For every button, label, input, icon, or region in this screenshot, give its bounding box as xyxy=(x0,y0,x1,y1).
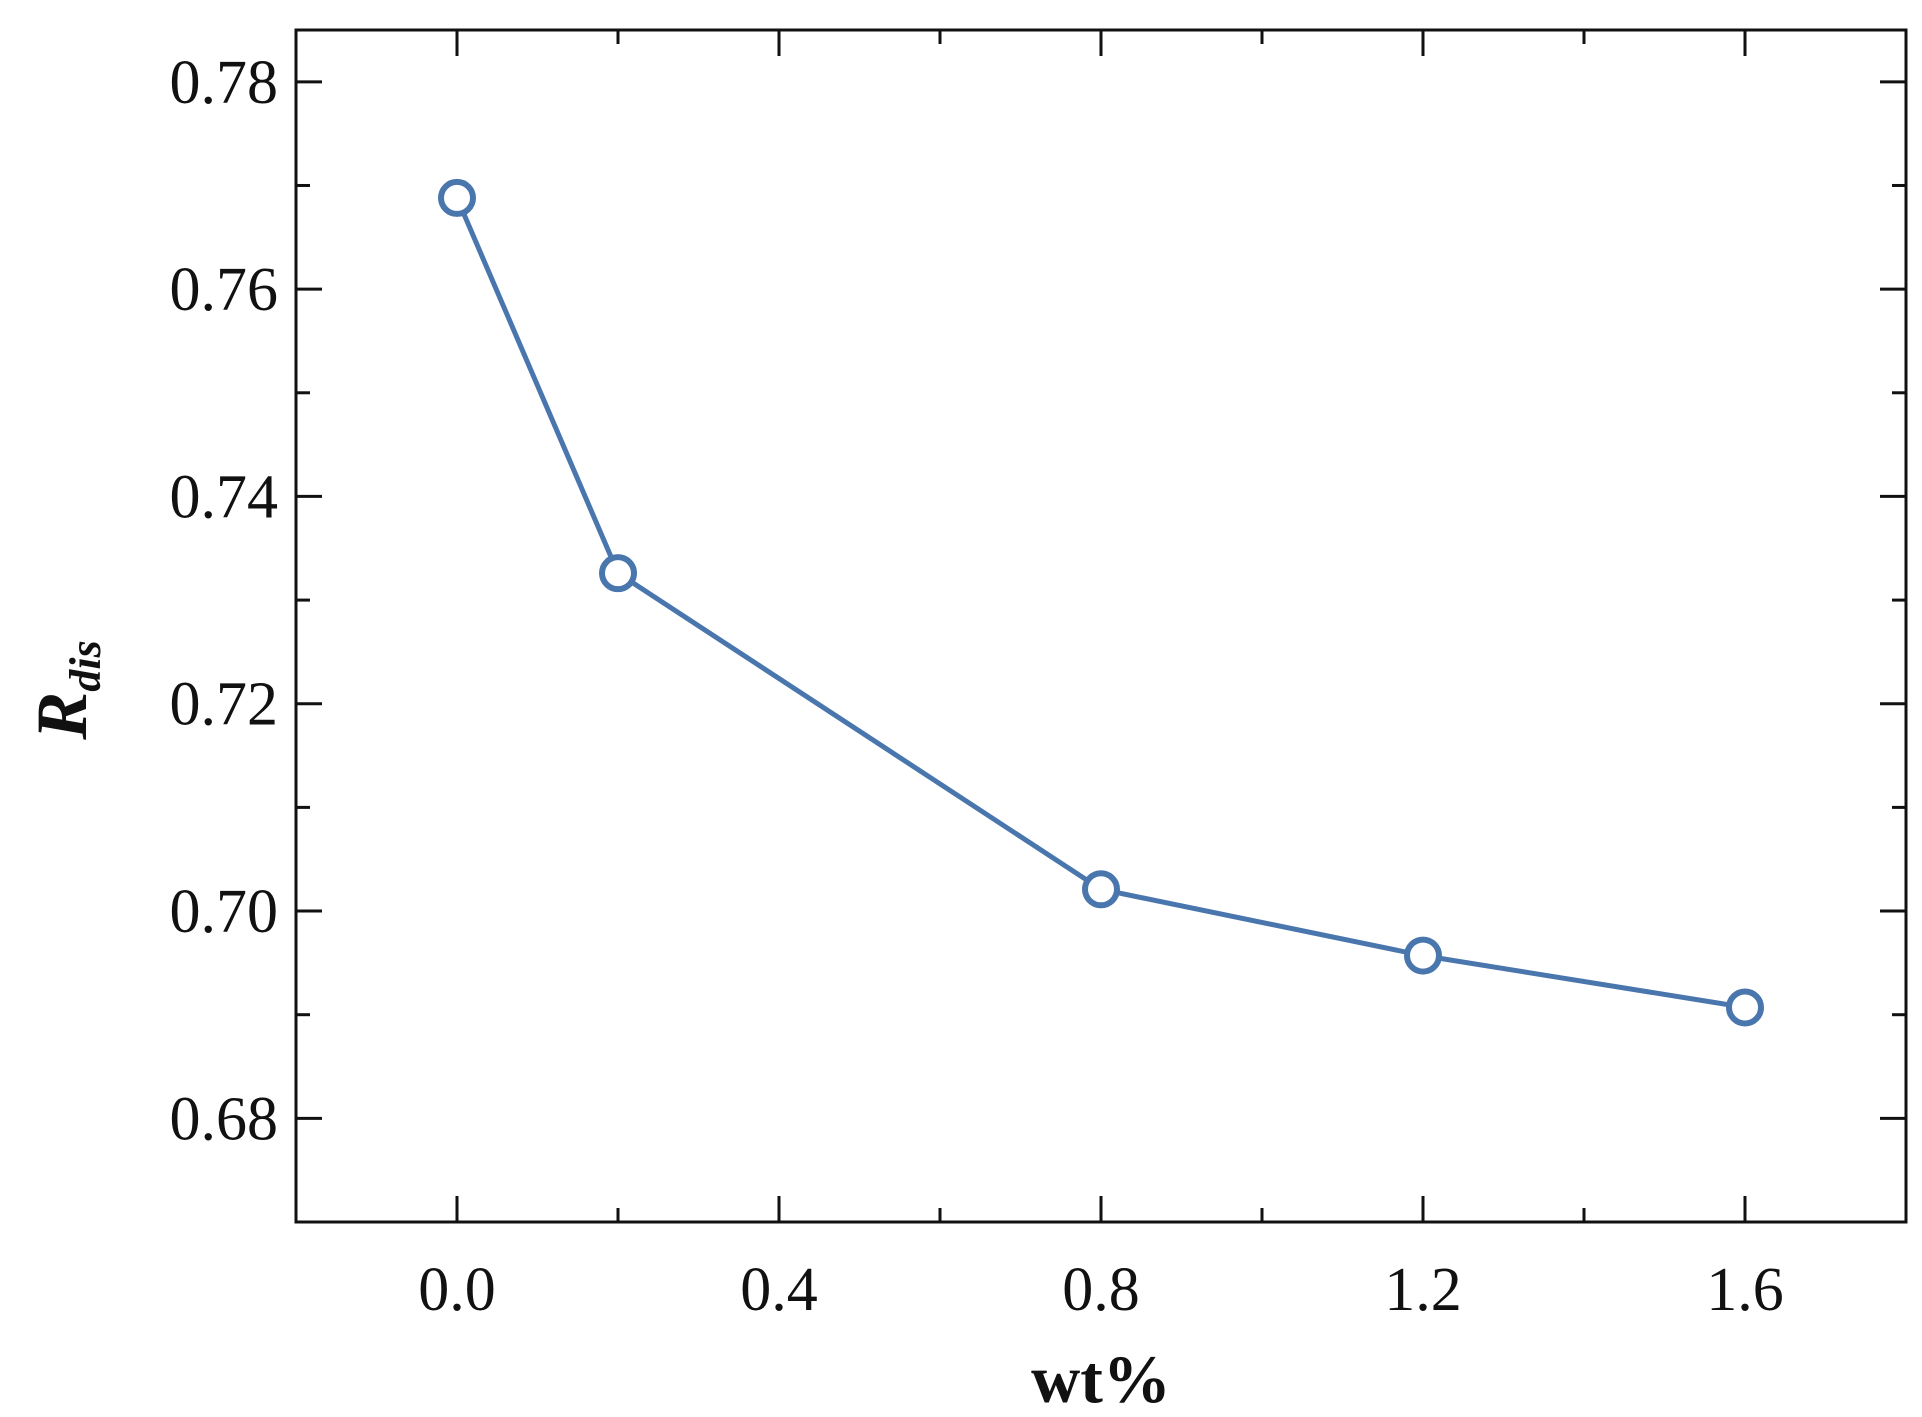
y-tick-label: 0.76 xyxy=(170,256,279,324)
data-point xyxy=(1082,870,1120,909)
y-axis-title-main: R xyxy=(22,692,102,741)
series-layer xyxy=(438,178,1764,1027)
y-axis-title: Rdis xyxy=(22,640,110,740)
x-axis-title: wt% xyxy=(1031,1341,1171,1417)
y-axis-title-subscript: dis xyxy=(61,640,110,691)
x-tick-label: 0.4 xyxy=(740,1256,818,1324)
x-ticks: 0.0 0.4 0.8 1.2 1.6 xyxy=(294,30,1784,1324)
x-tick-label: 0.8 xyxy=(1062,1256,1140,1324)
data-point xyxy=(599,554,637,593)
y-ticks: 0.68 0.70 0.72 0.74 0.76 0.78 xyxy=(170,49,1906,1153)
y-tick-label: 0.70 xyxy=(170,878,279,946)
x-tick-label: 1.2 xyxy=(1384,1256,1462,1324)
y-tick-label: 0.78 xyxy=(170,49,279,117)
x-tick-label: 0.0 xyxy=(418,1256,496,1324)
y-tick-label: 0.68 xyxy=(170,1085,279,1153)
data-point xyxy=(1726,988,1764,1027)
data-point xyxy=(1404,936,1442,975)
data-point xyxy=(438,178,476,217)
y-tick-label: 0.72 xyxy=(170,671,279,739)
plot-area xyxy=(294,28,1908,1224)
x-tick-label: 1.6 xyxy=(1706,1256,1784,1324)
y-tick-label: 0.74 xyxy=(170,463,279,531)
